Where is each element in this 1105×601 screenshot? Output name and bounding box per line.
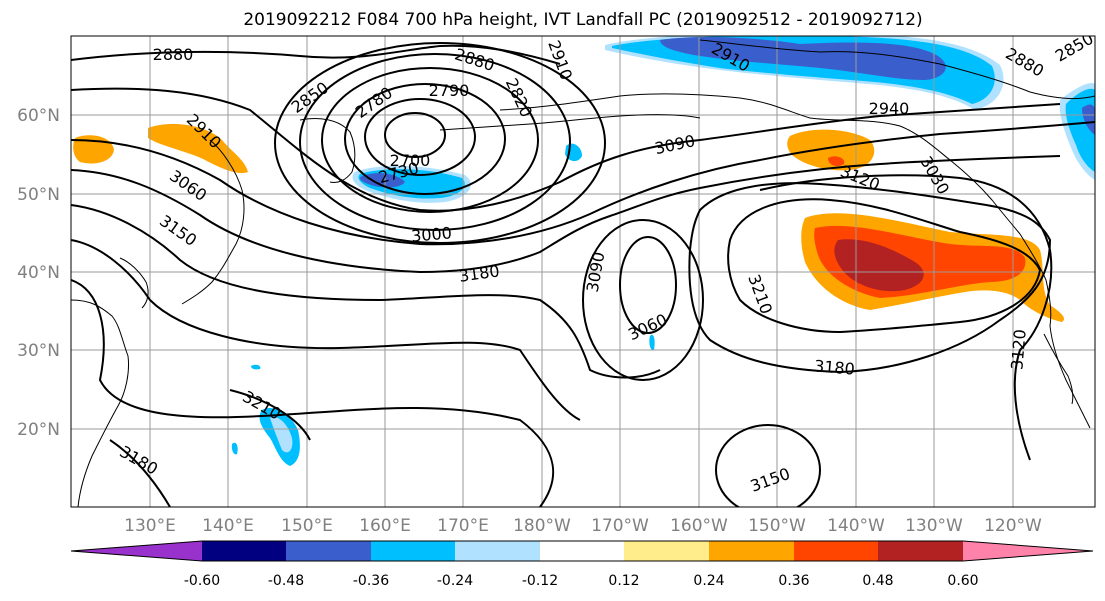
colorbar-extend-low (71, 541, 202, 561)
lat-label: 30°N (17, 341, 60, 361)
coastlines (71, 39, 1095, 507)
colorbar-tick-label: -0.12 (522, 573, 558, 589)
contour-line (274, 42, 606, 244)
contour-label: 2700 (390, 151, 431, 170)
ivt-region-east-core (1082, 104, 1095, 135)
lat-label: 40°N (17, 263, 60, 283)
contour-label: 2880 (153, 45, 194, 64)
lon-label: 170°E (437, 516, 489, 536)
colorbar-box (709, 541, 794, 561)
ivt-region-hawaii-light (270, 417, 293, 453)
contour-line (619, 236, 677, 334)
coast-asia (71, 299, 129, 507)
colorbar-tick-label: 0.24 (693, 573, 724, 589)
colorbar-tick-label: -0.60 (184, 573, 220, 589)
lon-label: 130°E (124, 516, 176, 536)
colorbar-tick-label: -0.24 (437, 573, 473, 589)
ivt-shading (73, 36, 1095, 466)
ivt-region-small-2 (251, 364, 261, 370)
coast-alaska (499, 93, 1021, 235)
lon-label: 160°W (670, 516, 728, 536)
colorbar-box (878, 541, 963, 561)
colorbar-tick-label: 0.60 (947, 573, 978, 589)
lat-label: 50°N (17, 185, 60, 205)
colorbar-box (794, 541, 878, 561)
lat-label: 20°N (17, 420, 60, 440)
contour-line (71, 155, 1061, 274)
contour-line (229, 389, 311, 441)
longitude-labels: 130°E 140°E 150°E 160°E 170°E 180°W 170°… (124, 516, 1042, 536)
colorbar-tick-label: -0.36 (353, 573, 389, 589)
contour-line (71, 239, 581, 421)
colorbar-outline (70, 540, 1094, 562)
contour-label: 3180 (813, 356, 855, 378)
colorbar-tick-label: 0.12 (608, 573, 639, 589)
contour-line (727, 198, 1042, 334)
coast-aleutians (439, 114, 701, 131)
colorbar-box (202, 541, 286, 561)
contour-label: 3120 (1007, 328, 1029, 370)
lon-label: 140°W (827, 516, 885, 536)
colorbar: -0.60 -0.48 -0.36 -0.24 -0.12 0.12 0.24 … (70, 540, 1094, 589)
contour-line (321, 67, 539, 213)
contour-line (71, 87, 1061, 212)
contour-line (582, 219, 704, 381)
contour-line (71, 279, 554, 507)
ivt-region-arctic-core (660, 37, 946, 80)
colorbar-box (371, 541, 455, 561)
colorbar-box (540, 541, 624, 561)
height-contours (71, 42, 1095, 507)
lon-label: 170°W (591, 516, 649, 536)
coast-korea (119, 257, 149, 309)
ivt-region-gulf-alaska (787, 129, 875, 171)
colorbar-box (455, 541, 540, 561)
contour-line (71, 121, 1095, 246)
colorbar-box (286, 541, 371, 561)
ivt-region-small-1 (231, 442, 238, 455)
contour-line (71, 44, 561, 65)
contour-line (109, 439, 171, 507)
colorbar-tick-label: 0.48 (862, 573, 893, 589)
colorbar-extend-high (963, 541, 1093, 561)
contour-label: 2940 (869, 99, 910, 118)
map-panel: 2880 2880 2910 2910 2880 2850 2850 2790 … (70, 35, 1096, 508)
ivt-region-west-pacific (148, 124, 248, 174)
lon-label: 160°E (359, 516, 411, 536)
colorbar-boxes (70, 540, 1094, 562)
lon-label: 150°E (281, 516, 333, 536)
lon-label: 180°W (513, 516, 571, 536)
colorbar-tick-labels: -0.60 -0.48 -0.36 -0.24 -0.12 0.12 0.24 … (184, 573, 979, 589)
coast-japan (181, 139, 245, 305)
lat-label: 60°N (17, 106, 60, 126)
ivt-region-bering-core (360, 173, 405, 188)
contour-line (364, 98, 476, 176)
ivt-region-gulf-alaska-core (828, 156, 845, 166)
coast-arctic (699, 39, 1095, 100)
colorbar-tick-label: 0.36 (778, 573, 809, 589)
contour-label: 3000 (410, 223, 452, 245)
lon-label: 120°W (984, 516, 1042, 536)
lon-label: 150°W (748, 516, 806, 536)
contour-line (71, 204, 661, 379)
latitude-labels: 60°N 50°N 40°N 30°N 20°N (17, 106, 60, 440)
lon-label: 140°E (202, 516, 254, 536)
contour-line (344, 83, 506, 195)
colorbar-box (624, 541, 709, 561)
ivt-region-small-3 (649, 334, 655, 351)
ivt-region-ne-pacific-core (834, 239, 924, 292)
contour-label: 2790 (429, 81, 470, 100)
contour-line (299, 53, 571, 231)
contour-line (688, 182, 1052, 374)
lon-label: 130°W (905, 516, 963, 536)
map-border (70, 35, 1096, 508)
colorbar-tick-label: -0.48 (268, 573, 304, 589)
contour-line (759, 174, 1053, 461)
coast-baja (1043, 333, 1074, 405)
contour-line (384, 112, 446, 158)
plot-title: 2019092212 F084 700 hPa height, IVT Land… (243, 10, 922, 30)
contour-line (715, 424, 821, 507)
